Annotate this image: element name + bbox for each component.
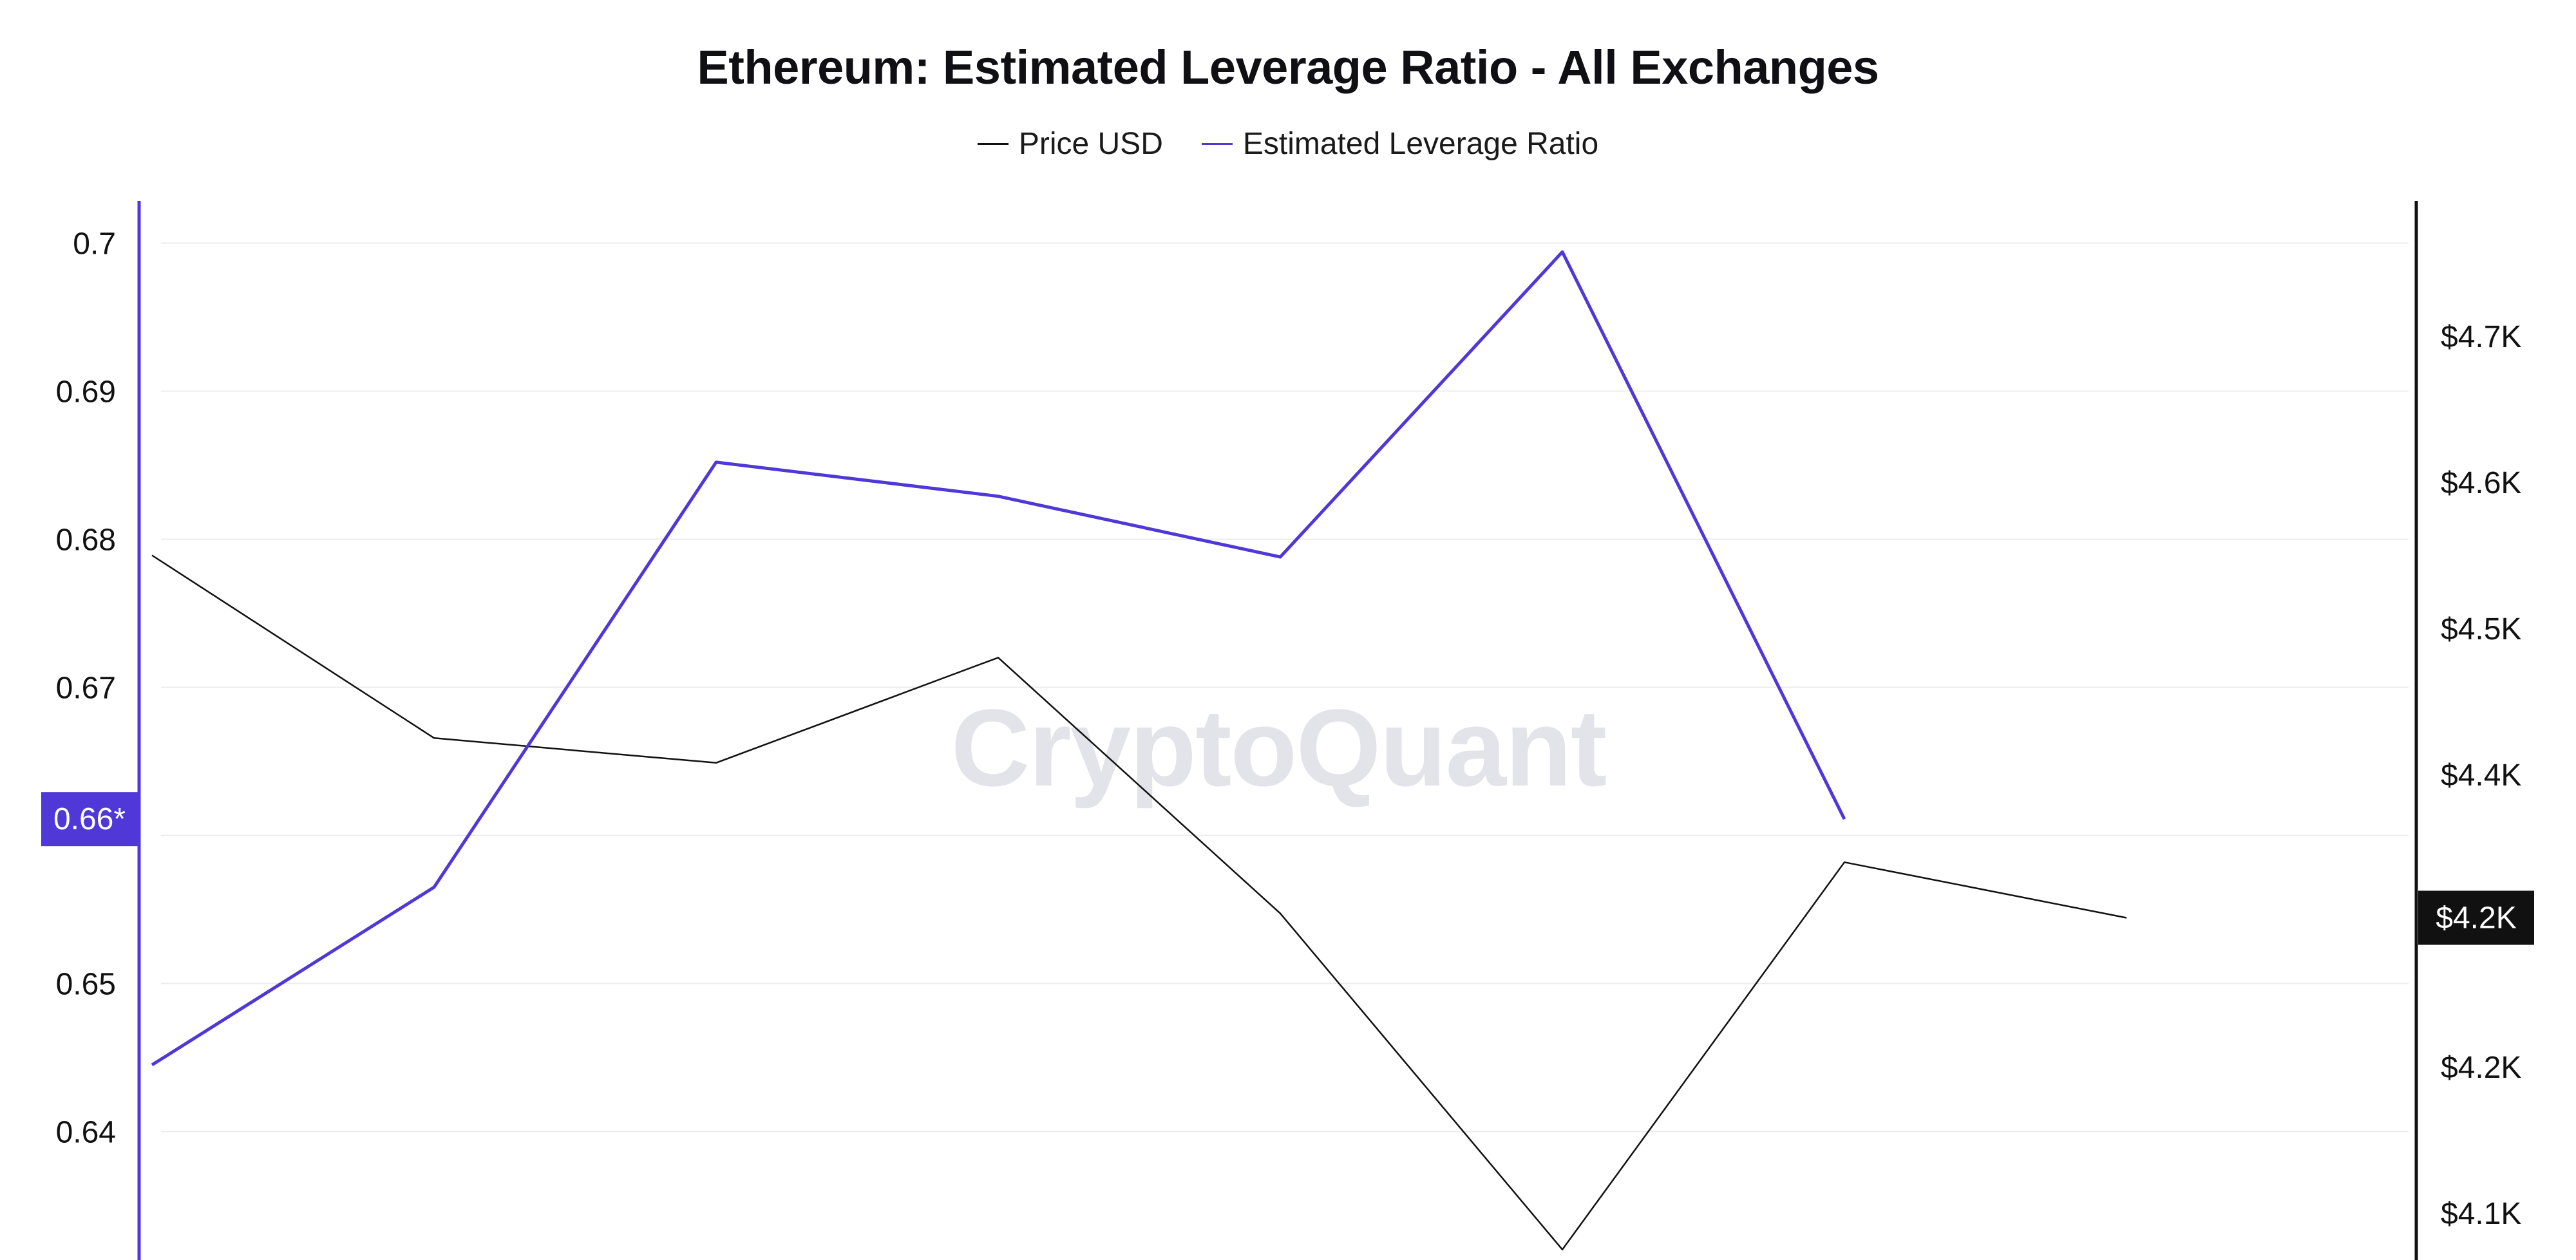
price-point[interactable] <box>1562 1249 1563 1250</box>
right-tick-label: $4.5K <box>2441 612 2521 646</box>
left-current-badge-label: 0.66* <box>53 802 126 836</box>
left-tick-label: 0.7 <box>73 227 116 261</box>
left-tick-label: 0.69 <box>56 375 116 409</box>
legend-item-price[interactable]: Price USD <box>977 126 1163 162</box>
left-axis-ticks: 0.7 0.69 0.68 0.67 0.65 0.64 <box>56 227 116 1150</box>
right-current-badge-label: $4.2K <box>2436 901 2516 935</box>
right-tick-label: $4.1K <box>2441 1197 2521 1231</box>
right-tick-label: $4.6K <box>2441 466 2521 500</box>
legend-item-leverage[interactable]: Estimated Leverage Ratio <box>1201 126 1599 162</box>
right-current-badge <box>2418 890 2534 945</box>
left-tick-label: 0.64 <box>56 1116 116 1150</box>
legend-swatch-leverage <box>1201 143 1233 145</box>
leverage-point[interactable] <box>715 462 717 463</box>
series-layer <box>151 250 2127 1251</box>
watermark: CryptoQuant <box>951 687 1606 809</box>
right-tick-label: $4.7K <box>2441 320 2521 354</box>
series-line-price-usd[interactable] <box>151 554 2127 1251</box>
price-point[interactable] <box>433 737 435 738</box>
right-axis-ticks: $4.7K $4.6K $4.5K $4.4K $4.2K $4.1K <box>2441 320 2521 1231</box>
legend: Price USD Estimated Leverage Ratio <box>0 126 2576 162</box>
left-tick-label: 0.68 <box>56 523 116 558</box>
leverage-point[interactable] <box>998 496 999 497</box>
price-point[interactable] <box>1844 861 1845 863</box>
price-point[interactable] <box>715 762 717 764</box>
legend-label-price: Price USD <box>1018 127 1163 161</box>
leverage-point[interactable] <box>1844 818 1845 820</box>
legend-label-leverage: Estimated Leverage Ratio <box>1242 127 1599 161</box>
left-tick-label: 0.67 <box>56 672 116 706</box>
price-point[interactable] <box>998 657 999 658</box>
current-value-badges: 0.66* $4.2K <box>41 792 2534 945</box>
series-line-leverage-ratio[interactable] <box>151 250 1846 1067</box>
right-tick-label: $4.4K <box>2441 758 2521 793</box>
price-point[interactable] <box>1280 913 1281 914</box>
left-tick-label: 0.65 <box>56 968 116 1002</box>
leverage-point[interactable] <box>151 1064 153 1066</box>
right-tick-label: $4.2K <box>2441 1051 2521 1085</box>
legend-swatch-price <box>977 143 1009 145</box>
price-point[interactable] <box>151 555 153 556</box>
leverage-point[interactable] <box>1280 556 1281 558</box>
leverage-point[interactable] <box>1562 251 1563 252</box>
left-current-badge <box>41 792 138 847</box>
chart-title: Ethereum: Estimated Leverage Ratio - All… <box>697 41 1879 94</box>
price-point[interactable] <box>2126 917 2127 918</box>
leverage-point[interactable] <box>433 887 435 888</box>
gridlines <box>161 242 2409 1133</box>
